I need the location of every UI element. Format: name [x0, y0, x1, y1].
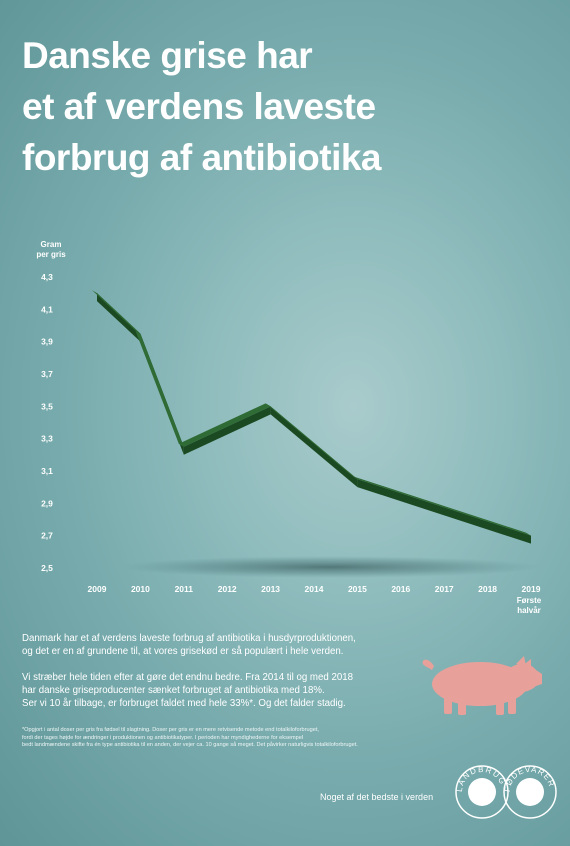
y-tick-label: 4,1: [41, 304, 53, 314]
y-tick-label: 4,3: [41, 272, 53, 282]
x-tick-label: 2015: [348, 584, 367, 594]
detail-paragraph: Vi stræber hele tiden efter at gøre det …: [22, 671, 542, 710]
y-tick-label: 2,7: [41, 531, 53, 541]
detail-line-2: har danske griseproducenter sænket forbr…: [22, 685, 325, 696]
y-axis-label: Gram per gris: [30, 240, 72, 260]
tagline: Noget af det bedste i verden: [320, 792, 434, 802]
x-tick-label: 2012: [218, 584, 237, 594]
x-tick-label: 2018: [478, 584, 497, 594]
x-tick-sublabel: Første: [517, 596, 542, 605]
title-line-1: Danske grise har: [22, 35, 313, 76]
poster-title: Danske grise har et af verdens laveste f…: [22, 30, 552, 183]
line-segment-side: [183, 406, 271, 455]
y-tick-label: 3,9: [41, 337, 53, 347]
x-tick-label: 2016: [391, 584, 410, 594]
y-tick-label: 3,7: [41, 369, 53, 379]
line-segment-side: [270, 406, 358, 488]
x-tick-labels: 2009 2010 2011 2012 2013 2014 2015 2016 2017 2018…: [88, 584, 542, 615]
footnote-line-2: fordi der tages højde for ændringer i pr…: [22, 734, 304, 741]
intro-paragraph: Danmark har et af verdens laveste forbru…: [22, 632, 542, 658]
x-tick-sublabel: halvår: [517, 606, 541, 615]
pig-icon: [422, 656, 542, 715]
data-series-ribbon: [92, 290, 531, 544]
title-line-3: forbrug af antibiotika: [22, 137, 382, 178]
footnote: *Opgjort i antal doser per gris fra føds…: [22, 727, 462, 750]
footnote-line-1: *Opgjort i antal doser per gris fra føds…: [22, 727, 319, 733]
y-tick-labels: 4,3 4,1 3,9 3,7 3,5 3,3 3,1 2,9 2,7 2,5: [41, 272, 53, 573]
line-segment-top: [178, 403, 271, 447]
detail-line-3: Ser vi 10 år tilbage, er forbruget falde…: [22, 698, 346, 709]
y-axis-label-line-1: Gram: [40, 240, 62, 249]
line-segment-top: [265, 403, 358, 480]
detail-line-1: Vi stræber hele tiden efter at gøre det …: [22, 672, 354, 683]
intro-line-1: Danmark har et af verdens laveste forbru…: [22, 633, 356, 644]
chart-floor-shadow: [120, 556, 540, 578]
y-tick-label: 3,3: [41, 434, 53, 444]
line-segment-side: [97, 293, 141, 342]
x-tick-label: 2017: [435, 584, 454, 594]
x-tick-label: 2011: [175, 584, 194, 594]
y-tick-label: 2,9: [41, 498, 53, 508]
line-segment-top: [92, 290, 141, 334]
y-axis-label-line-2: per gris: [36, 250, 66, 259]
line-chart: 4,34,13,93,73,53,33,12,92,72,5 2009 2010 2…: [41, 272, 542, 615]
x-tick-label: 2019: [522, 584, 541, 594]
intro-line-2: og det er en af grundene til, at vores g…: [22, 646, 344, 657]
x-tick-label: 2009: [88, 584, 107, 594]
line-segment-top: [135, 330, 184, 447]
landbrug-fodevarer-logo: LANDBRUG FØDEVARER: [455, 765, 557, 819]
x-tick-label: 2013: [261, 584, 280, 594]
line-segment-side: [357, 479, 531, 544]
footnote-line-3: bedt landmændene skifte fra én type anti…: [22, 742, 358, 748]
y-tick-label: 3,1: [41, 466, 53, 476]
line-segment-top: [352, 476, 531, 536]
x-tick-label: 2014: [305, 584, 324, 594]
title-line-2: et af verdens laveste: [22, 86, 376, 127]
y-tick-label: 3,5: [41, 401, 53, 411]
x-tick-label: 2010: [131, 584, 150, 594]
y-tick-label: 2,5: [41, 563, 53, 573]
